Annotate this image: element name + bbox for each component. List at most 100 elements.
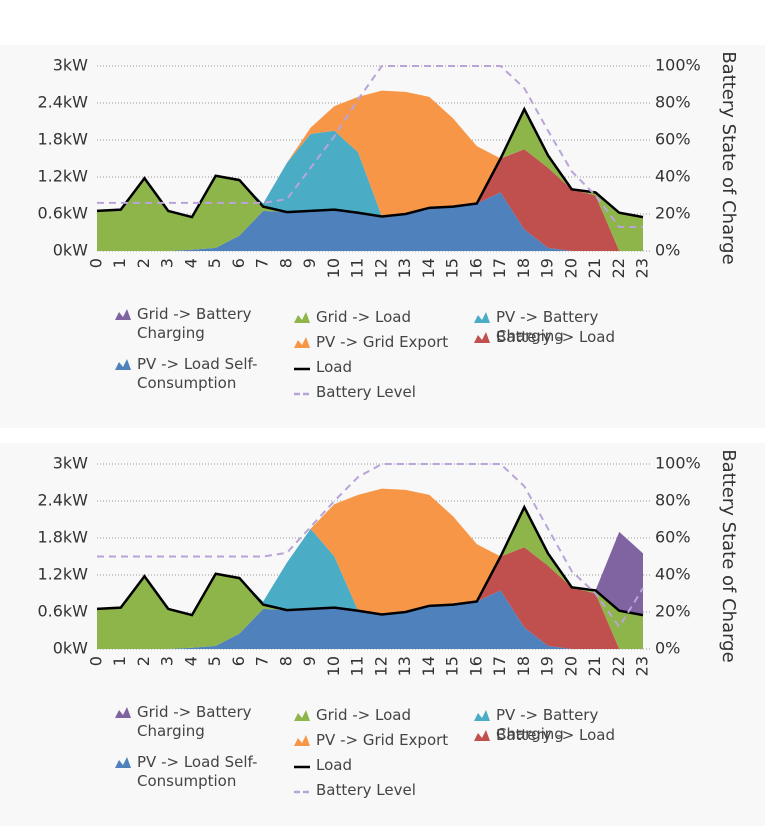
area: [97, 149, 643, 251]
legend-swatch: [294, 735, 310, 746]
chart-panel: 0kW 0.6kW 1.2kW 1.8kW 2.4kW 3kW 0% 20% 40% 60% 80%…: [0, 45, 765, 428]
legend-icon: [474, 332, 490, 343]
legend-item: Grid -> Battery Charging: [115, 703, 277, 741]
x-tick-label: 2: [134, 258, 153, 268]
legend-item: PV -> Grid Export: [294, 333, 456, 352]
x-tick-label: 12: [371, 258, 390, 278]
legend-item: Grid -> Load: [294, 308, 456, 327]
y2-tick-label: 0%: [655, 639, 680, 658]
y2-tick-label: 40%: [655, 565, 691, 584]
y-tick-label: 2.4kW: [37, 491, 88, 510]
x-tick-label: 14: [419, 656, 438, 676]
x-tick-label: 10: [324, 258, 343, 278]
x-tick-label: 14: [419, 258, 438, 278]
y2-axis-title: Battery State of Charge: [718, 51, 739, 264]
legend-swatch: [294, 710, 310, 721]
legend-icon: [294, 367, 310, 371]
legend-label: PV -> Load Self-Consumption: [137, 355, 258, 392]
y2-tick-label: 100%: [655, 56, 701, 75]
legend-swatch: [474, 710, 490, 721]
x-tick-label: 5: [205, 258, 224, 268]
chart: 0kW 0.6kW 1.2kW 1.8kW 2.4kW 3kW 0% 20% 40% 60% 80%…: [37, 449, 739, 676]
y2-tick-label: 80%: [655, 491, 691, 510]
legend-label: PV -> Battery Charging: [496, 308, 599, 345]
y-tick-label: 0.6kW: [37, 204, 88, 223]
x-tick-label: 18: [514, 656, 533, 676]
x-tick-label: 16: [466, 656, 485, 676]
y2-tick-label: 0%: [655, 241, 680, 260]
legend-swatch: [294, 337, 310, 348]
x-tick-label: 9: [300, 258, 319, 268]
legend-icon: [474, 710, 490, 721]
x-tick-label: 5: [205, 656, 224, 666]
y2-axis-title: Battery State of Charge: [718, 449, 739, 662]
legend-label: Grid -> Load: [316, 706, 411, 724]
legend-label: PV -> Load Self-Consumption: [137, 753, 258, 790]
x-tick-label: 10: [324, 656, 343, 676]
x-tick-label: 0: [87, 258, 106, 268]
x-tick-label: 22: [609, 258, 628, 278]
y-tick-label: 3kW: [53, 56, 88, 75]
load-line: [96, 504, 644, 617]
legend-icon: [294, 710, 310, 721]
y2-tick-label: 20%: [655, 204, 691, 223]
x-tick-label: 15: [443, 656, 462, 676]
x-tick-label: 8: [276, 656, 295, 666]
legend-label: PV -> Grid Export: [316, 731, 449, 749]
legend-icon: [294, 337, 310, 348]
y-tick-label: 1.8kW: [37, 528, 88, 547]
area: [97, 192, 643, 251]
legend-icon: [115, 757, 131, 768]
y-tick-label: 0.6kW: [37, 602, 88, 621]
legend-swatch: [474, 730, 490, 741]
legend-icon: [474, 312, 490, 323]
x-tick-label: 6: [229, 656, 248, 666]
legend-item: Battery -> Load: [474, 328, 636, 347]
x-tick-label: 3: [158, 656, 177, 666]
x-tick-label: 16: [466, 258, 485, 278]
x-tick-label: 6: [229, 258, 248, 268]
y-tick-label: 0kW: [53, 241, 88, 260]
legend-item: Battery Level: [294, 781, 456, 800]
legend-label: Battery -> Load: [496, 726, 616, 744]
legend-swatch: [115, 309, 131, 320]
y-tick-label: 1.2kW: [37, 167, 88, 186]
x-tick-label: 23: [633, 656, 652, 676]
legend-swatch: [474, 312, 490, 323]
legend-item: PV -> Load Self-Consumption: [115, 355, 287, 393]
legend-swatch: [474, 332, 490, 343]
x-tick-label: 0: [87, 656, 106, 666]
x-tick-label: 1: [110, 656, 129, 666]
area: [97, 109, 643, 252]
legend-swatch: [115, 707, 131, 718]
area: [97, 547, 643, 649]
x-tick-label: 17: [490, 656, 509, 676]
chart: 0kW 0.6kW 1.2kW 1.8kW 2.4kW 3kW 0% 20% 40% 60% 80%…: [37, 51, 739, 278]
x-tick-label: 18: [514, 258, 533, 278]
x-tick-label: 7: [253, 258, 272, 268]
legend-item: Grid -> Battery Charging: [115, 305, 277, 343]
area: [97, 507, 643, 649]
legend-icon: [294, 790, 310, 794]
legend-label: PV -> Battery Charging: [496, 706, 599, 743]
legend-icon: [115, 309, 131, 320]
y-tick-label: 3kW: [53, 454, 88, 473]
legend-label: Grid -> Battery Charging: [137, 305, 252, 342]
legend-icon: [294, 735, 310, 746]
y2-tick-label: 60%: [655, 528, 691, 547]
legend-item: PV -> Grid Export: [294, 731, 456, 750]
legend-icon: [115, 707, 131, 718]
y2-tick-label: 100%: [655, 454, 701, 473]
x-tick-label: 11: [348, 258, 367, 278]
legend-item: PV -> Load Self-Consumption: [115, 753, 287, 791]
x-tick-label: 1: [110, 258, 129, 268]
legend-label: Grid -> Load: [316, 308, 411, 326]
x-tick-label: 2: [134, 656, 153, 666]
legend-item: PV -> Battery Charging: [474, 706, 636, 744]
area: [97, 590, 643, 649]
y-tick-label: 2.4kW: [37, 93, 88, 112]
x-tick-label: 23: [633, 258, 652, 278]
x-tick-label: 15: [443, 258, 462, 278]
y2-tick-label: 20%: [655, 602, 691, 621]
